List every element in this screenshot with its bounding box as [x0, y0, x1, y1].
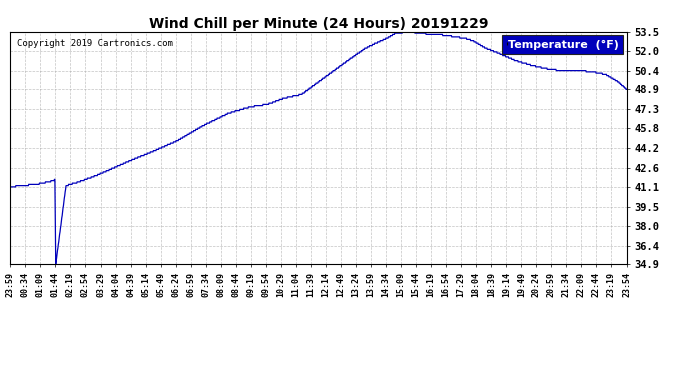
Text: Copyright 2019 Cartronics.com: Copyright 2019 Cartronics.com [17, 39, 172, 48]
Title: Wind Chill per Minute (24 Hours) 20191229: Wind Chill per Minute (24 Hours) 2019122… [148, 17, 489, 31]
Legend: Temperature  (°F): Temperature (°F) [502, 35, 623, 54]
